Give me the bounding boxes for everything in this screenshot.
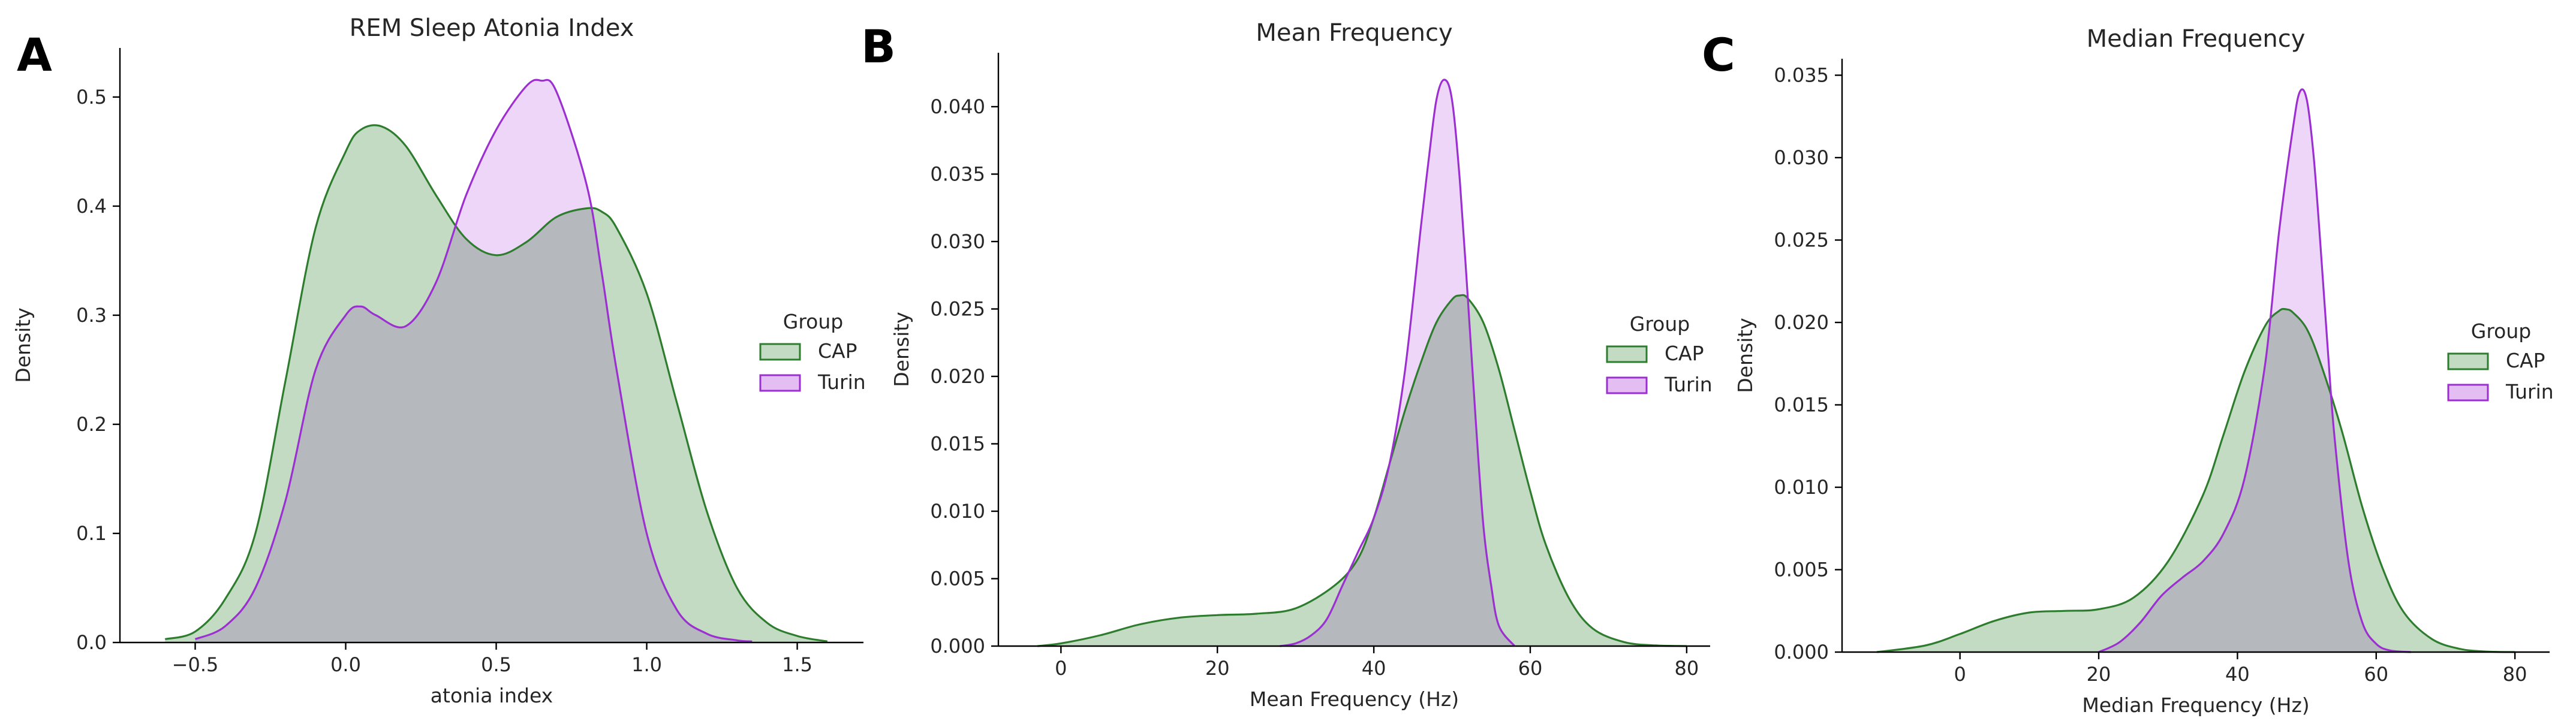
legend-label-cap: CAP — [2506, 349, 2545, 372]
x-tick-label: 0.0 — [330, 653, 361, 676]
x-tick-label: 0 — [1954, 663, 1966, 686]
x-tick-label: 40 — [2225, 663, 2250, 686]
x-tick-label: 20 — [2087, 663, 2111, 686]
y-tick-label: 0.020 — [930, 365, 985, 388]
chart-title: REM Sleep Atonia Index — [350, 14, 634, 42]
x-tick-label: 1.5 — [782, 653, 812, 676]
legend-label-cap: CAP — [1665, 342, 1704, 365]
legend-swatch-cap — [759, 343, 801, 361]
y-tick-label: 0.015 — [930, 433, 985, 455]
x-tick-label: 60 — [1518, 657, 1543, 680]
panel-label: C — [1702, 28, 1735, 82]
y-tick-label: 0.3 — [76, 304, 107, 327]
y-tick-label: 0.010 — [1774, 476, 1829, 499]
y-tick-label: 0.035 — [1774, 64, 1829, 87]
legend: Group CAP Turin — [2447, 319, 2554, 403]
x-tick-label: −0.5 — [172, 653, 219, 676]
y-tick-label: 0.010 — [930, 500, 985, 523]
y-tick-label: 0.000 — [930, 635, 985, 657]
x-tick-label: 40 — [1362, 657, 1386, 680]
legend-title: Group — [783, 310, 843, 333]
y-tick-label: 0.4 — [76, 195, 107, 218]
legend-title: Group — [1630, 312, 1690, 336]
y-tick-label: 0.040 — [930, 95, 985, 118]
density-line-cap — [164, 124, 828, 642]
y-tick-label: 0.5 — [76, 86, 107, 108]
density-line-turin — [1280, 79, 1516, 647]
y-tick-label: 0.0 — [76, 631, 107, 654]
legend-label-turin: Turin — [2505, 380, 2554, 403]
density-area-turin — [2099, 89, 2411, 653]
x-tick-label: 80 — [2503, 663, 2527, 686]
panel-label: B — [861, 20, 896, 73]
x-axis-label: Median Frequency (Hz) — [2082, 693, 2309, 717]
y-tick-label: 0.020 — [1774, 311, 1829, 334]
density-area-cap — [1037, 295, 1687, 646]
density-line-cap — [1876, 307, 2515, 653]
x-tick-label: 0 — [1055, 657, 1067, 680]
density-line-turin — [194, 79, 753, 642]
y-tick-label: 0.005 — [1774, 559, 1829, 581]
x-axis-label: atonia index — [431, 684, 553, 707]
x-tick-label: 80 — [1675, 657, 1699, 680]
panel-label: A — [17, 28, 52, 82]
y-tick-label: 0.000 — [1774, 641, 1829, 663]
density-area-cap — [1876, 309, 2515, 652]
legend: Group CAP Turin — [759, 310, 866, 394]
y-tick-label: 0.015 — [1774, 394, 1829, 417]
y-tick-label: 0.2 — [76, 413, 107, 436]
legend-swatch-cap — [2447, 352, 2489, 370]
y-tick-label: 0.030 — [930, 230, 985, 253]
legend-swatch-turin — [1606, 376, 1648, 394]
panel-c: C Median Frequency 0 20 40 60 80 0.000 0.005 0.01… — [1702, 25, 2554, 717]
legend-title: Group — [2471, 319, 2531, 343]
legend-swatch-turin — [2447, 384, 2489, 402]
x-tick-label: 20 — [1205, 657, 1230, 680]
y-tick-label: 0.005 — [930, 568, 985, 590]
legend: Group CAP Turin — [1606, 312, 1713, 396]
y-axis-label: Density — [1734, 318, 1757, 393]
chart-title: Mean Frequency — [1256, 19, 1452, 47]
y-tick-label: 0.025 — [930, 298, 985, 321]
y-axis-label: Density — [11, 307, 35, 382]
chart-title: Median Frequency — [2087, 25, 2306, 53]
density-line-cap — [1037, 294, 1687, 647]
y-tick-label: 0.1 — [76, 522, 107, 545]
density-line-turin — [2098, 88, 2411, 653]
y-tick-label: 0.035 — [930, 163, 985, 186]
x-tick-label: 60 — [2364, 663, 2388, 686]
legend-swatch-turin — [759, 374, 801, 392]
x-tick-label: 1.0 — [631, 653, 662, 676]
panel-b: B Mean Frequency 0 20 40 60 80 0.000 0.005 0.010 0… — [861, 19, 1713, 711]
legend-label-turin: Turin — [1664, 373, 1713, 396]
legend-label-turin: Turin — [817, 370, 866, 394]
density-area-turin — [1280, 80, 1515, 646]
y-axis-label: Density — [890, 312, 913, 387]
legend-swatch-cap — [1606, 345, 1648, 363]
legend-label-cap: CAP — [818, 339, 857, 363]
x-axis-label: Mean Frequency (Hz) — [1250, 687, 1459, 711]
y-tick-label: 0.025 — [1774, 229, 1829, 252]
density-area-turin — [195, 80, 753, 643]
y-tick-label: 0.030 — [1774, 146, 1829, 169]
x-tick-label: 0.5 — [481, 653, 511, 676]
panel-a: A REM Sleep Atonia Index −0.5 0.0 0.5 1.0 1.5 0… — [11, 14, 866, 707]
